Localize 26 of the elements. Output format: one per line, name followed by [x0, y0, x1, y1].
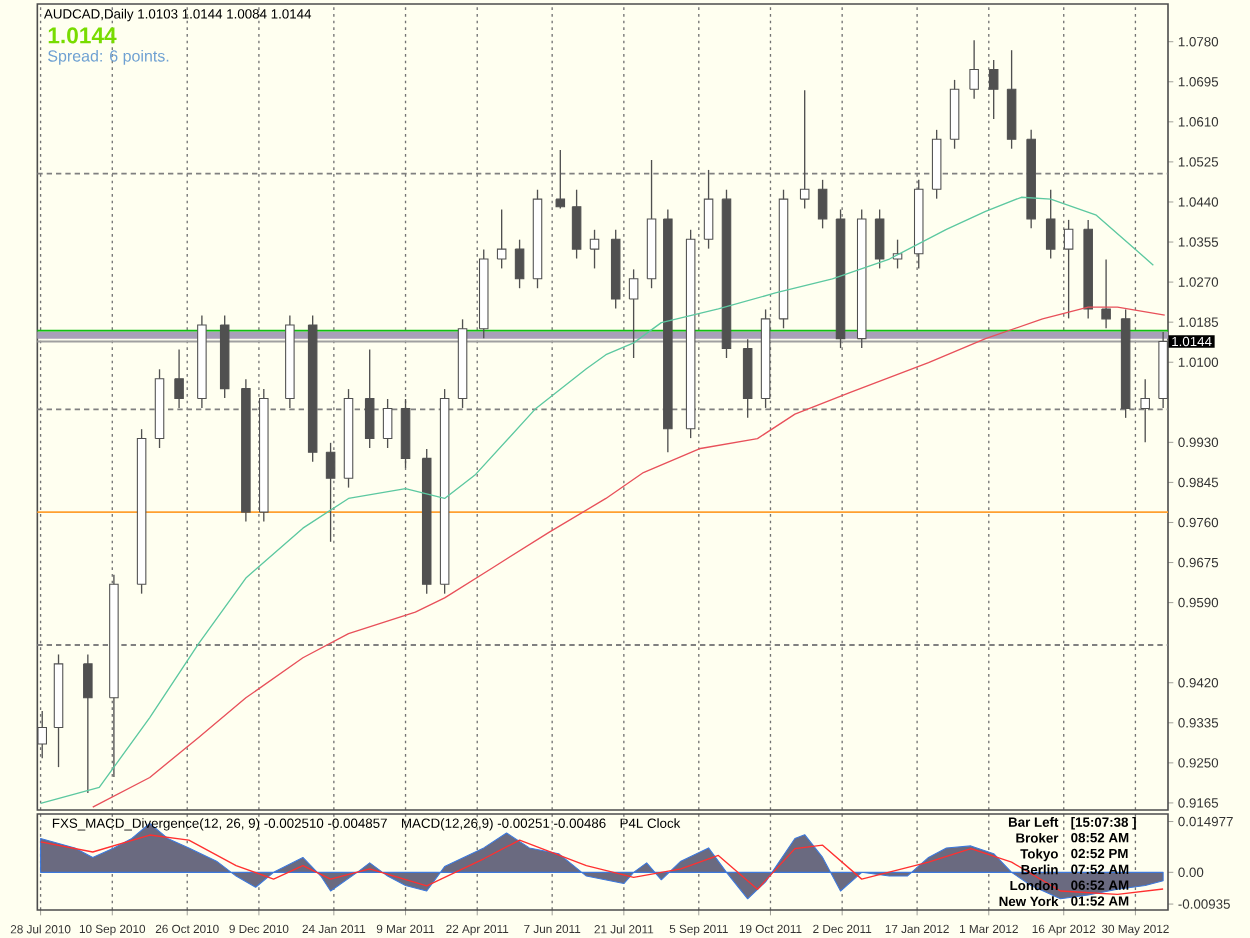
candlestick [969, 39, 979, 100]
candlestick [628, 268, 639, 359]
line-series [39, 196, 1155, 805]
candlestick [496, 208, 507, 270]
candlestick [799, 89, 810, 210]
candlestick [589, 229, 600, 270]
line-series [39, 834, 1164, 896]
candlestick [1063, 219, 1074, 320]
candlestick [1045, 189, 1056, 260]
candlestick [817, 179, 828, 230]
candlestick [874, 208, 885, 270]
candlestick [571, 189, 582, 260]
candlestick [514, 239, 525, 289]
candlestick [703, 169, 714, 250]
candlestick [83, 653, 93, 794]
annotation: 1.0144 [48, 27, 117, 44]
annotation: Spread: 6 points. [48, 49, 169, 65]
candlestick [1140, 378, 1150, 444]
candlestick [382, 398, 393, 449]
candlestick [325, 442, 336, 543]
candlestick [174, 348, 184, 409]
candlestick [1101, 258, 1111, 329]
candlestick [988, 59, 999, 120]
candlestick [555, 149, 566, 210]
line-series [92, 306, 1166, 808]
candlestick [364, 348, 375, 449]
